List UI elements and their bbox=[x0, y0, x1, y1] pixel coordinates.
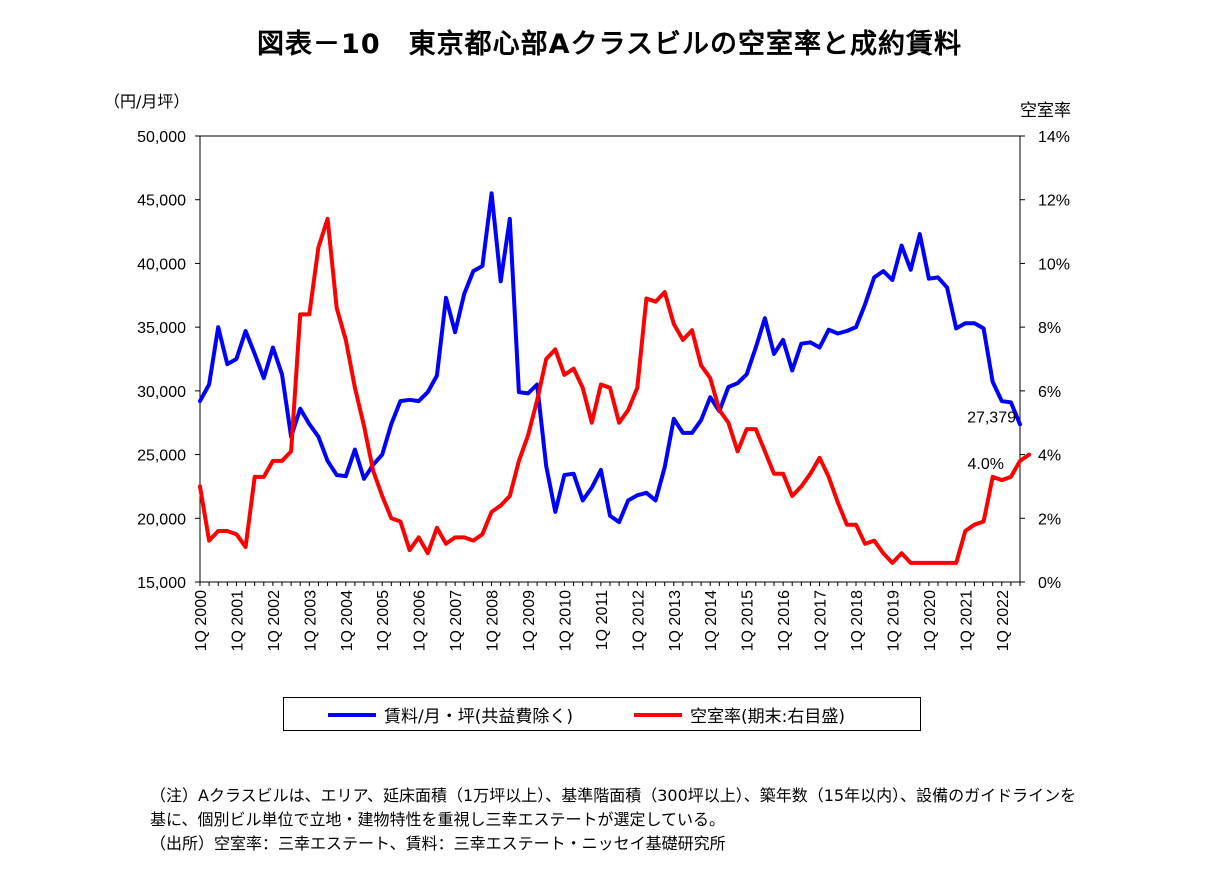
legend-label-rent: 賃料/月・坪(共益費除く) bbox=[384, 707, 573, 727]
left-tick-label: 25,000 bbox=[137, 448, 186, 465]
footnote-line: （注）Aクラスビルは、エリア、延床面積（1万坪以上）、基準階面積（300坪以上）… bbox=[150, 786, 1077, 805]
legend-swatch-rent bbox=[328, 712, 376, 717]
legend-label-vacancy: 空室率(期末:右目盛) bbox=[690, 707, 845, 727]
x-tick-label: 1Q 2011 bbox=[594, 590, 611, 650]
right-tick-label: 4% bbox=[1038, 448, 1061, 465]
x-tick-label: 1Q 2010 bbox=[557, 590, 574, 651]
left-tick-label: 30,000 bbox=[137, 384, 186, 401]
x-tick-label: 1Q 2007 bbox=[448, 590, 465, 651]
x-tick-label: 1Q 2006 bbox=[412, 590, 429, 651]
chart-title: 図表－10 東京都心部Aクラスビルの空室率と成約賃料 bbox=[257, 29, 962, 60]
chart-svg: 15,000 20,000 25,000 30,000 35,000 40,000 45,0… bbox=[137, 129, 1070, 651]
left-tick-label: 35,000 bbox=[137, 320, 186, 337]
x-tick-label: 1Q 2015 bbox=[740, 590, 757, 651]
x-tick-label: 1Q 2005 bbox=[375, 590, 392, 651]
footnote-line: 基に、個別ビル単位で立地・建物特性を重視し三幸エステートが選定している。 bbox=[150, 810, 726, 829]
x-tick-label: 1Q 2019 bbox=[885, 590, 902, 651]
x-tick-label: 1Q 2021 bbox=[958, 590, 975, 651]
rent-last-value-label: 27,379 bbox=[967, 409, 1016, 426]
right-tick-label: 12% bbox=[1038, 193, 1070, 210]
left-tick-label: 50,000 bbox=[137, 129, 186, 146]
x-tick-label: 1Q 2009 bbox=[521, 590, 538, 651]
left-axis-unit: （円/月坪） bbox=[104, 92, 190, 111]
left-tick-label: 15,000 bbox=[137, 575, 186, 592]
x-tick-label: 1Q 2013 bbox=[667, 590, 684, 651]
legend: 賃料/月・坪(共益費除く) 空室率(期末:右目盛) bbox=[283, 697, 921, 731]
footnotes: （注）Aクラスビルは、エリア、延床面積（1万坪以上）、基準階面積（300坪以上）… bbox=[150, 784, 1076, 856]
x-tick-label: 1Q 2012 bbox=[630, 590, 647, 651]
right-tick-label: 14% bbox=[1038, 129, 1070, 146]
right-axis-unit: 空室率 bbox=[1020, 101, 1071, 121]
legend-swatch-vacancy bbox=[634, 712, 682, 717]
footnote-line: （出所）空室率：三幸エステート、賃料：三幸エステート・ニッセイ基礎研究所 bbox=[150, 834, 726, 853]
x-tick-label: 1Q 2008 bbox=[485, 590, 502, 651]
x-tick-label: 1Q 2017 bbox=[813, 590, 830, 651]
x-tick-label: 1Q 2000 bbox=[193, 590, 210, 651]
right-tick-label: 0% bbox=[1038, 575, 1061, 592]
legend-item-rent: 賃料/月・坪(共益費除く) bbox=[328, 702, 573, 727]
right-tick-label: 6% bbox=[1038, 384, 1061, 401]
right-tick-label: 8% bbox=[1038, 320, 1061, 337]
right-tick-label: 2% bbox=[1038, 511, 1061, 528]
x-tick-label: 1Q 2016 bbox=[776, 590, 793, 651]
rent-series-line bbox=[198, 191, 1022, 525]
left-tick-label: 40,000 bbox=[137, 256, 186, 273]
x-tick-label: 1Q 2002 bbox=[266, 590, 283, 651]
vacancy-last-value-label: 4.0% bbox=[968, 456, 1004, 473]
x-tick-label: 1Q 2001 bbox=[229, 590, 246, 651]
x-tick-label: 1Q 2022 bbox=[995, 590, 1012, 651]
x-tick-label: 1Q 2014 bbox=[703, 590, 720, 651]
right-tick-label: 10% bbox=[1038, 256, 1070, 273]
x-tick-label: 1Q 2018 bbox=[849, 590, 866, 651]
x-tick-label: 1Q 2020 bbox=[922, 590, 939, 651]
vacancy-series-line bbox=[198, 216, 1032, 565]
left-tick-label: 45,000 bbox=[137, 193, 186, 210]
x-tick-label: 1Q 2004 bbox=[339, 590, 356, 651]
x-tick-label: 1Q 2003 bbox=[302, 590, 319, 651]
legend-item-vacancy: 空室率(期末:右目盛) bbox=[634, 702, 845, 727]
left-tick-label: 20,000 bbox=[137, 511, 186, 528]
